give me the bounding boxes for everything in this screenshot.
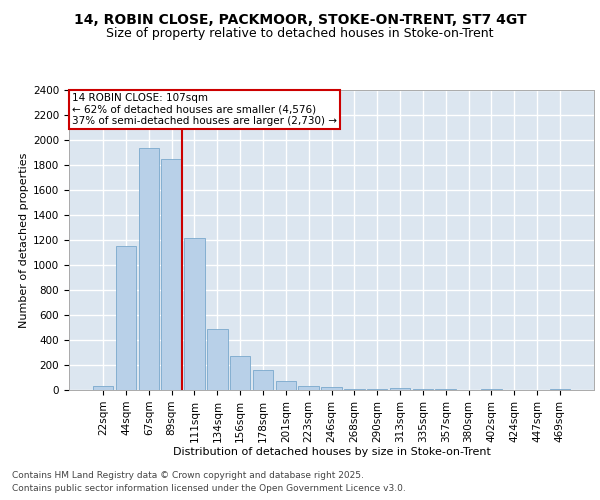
- Bar: [116, 246, 136, 390]
- Text: Size of property relative to detached houses in Stoke-on-Trent: Size of property relative to detached ho…: [106, 28, 494, 40]
- Bar: [161, 159, 182, 390]
- Bar: [275, 381, 296, 390]
- Text: Contains HM Land Registry data © Crown copyright and database right 2025.: Contains HM Land Registry data © Crown c…: [12, 470, 364, 480]
- Text: 14, ROBIN CLOSE, PACKMOOR, STOKE-ON-TRENT, ST7 4GT: 14, ROBIN CLOSE, PACKMOOR, STOKE-ON-TREN…: [74, 12, 526, 26]
- Bar: [207, 329, 227, 390]
- Text: 14 ROBIN CLOSE: 107sqm
← 62% of detached houses are smaller (4,576)
37% of semi-: 14 ROBIN CLOSE: 107sqm ← 62% of detached…: [71, 93, 337, 126]
- Bar: [298, 386, 319, 390]
- Bar: [139, 148, 159, 390]
- Bar: [321, 387, 342, 390]
- Bar: [390, 388, 410, 390]
- Bar: [184, 238, 205, 390]
- Bar: [253, 370, 273, 390]
- X-axis label: Distribution of detached houses by size in Stoke-on-Trent: Distribution of detached houses by size …: [173, 448, 490, 458]
- Text: Contains public sector information licensed under the Open Government Licence v3: Contains public sector information licen…: [12, 484, 406, 493]
- Bar: [230, 356, 250, 390]
- Y-axis label: Number of detached properties: Number of detached properties: [19, 152, 29, 328]
- Bar: [93, 386, 113, 390]
